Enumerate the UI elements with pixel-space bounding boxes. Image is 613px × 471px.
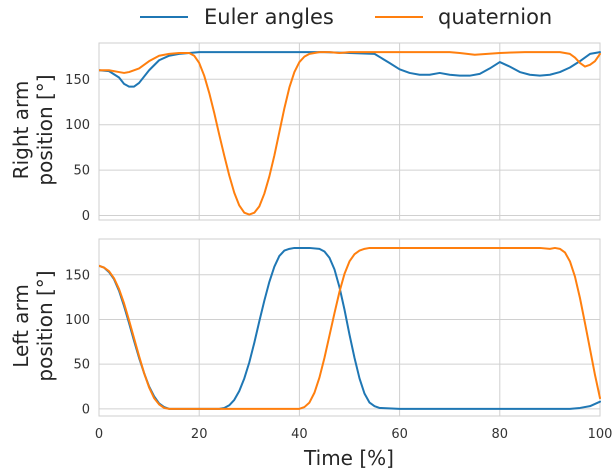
- left-arm-xtick-label: 20: [191, 427, 208, 442]
- right-arm-axes-frame: [98, 42, 601, 221]
- x-axis-label: Time [%]: [303, 446, 394, 470]
- left-arm-ytick-label: 150: [65, 268, 90, 283]
- left-arm-axes-frame: [98, 238, 601, 417]
- left-arm-subplot: 0 50 100 150 0 20 40 60 80 100: [65, 238, 613, 442]
- right-arm-series-euler-angles: [99, 51, 601, 88]
- left-arm-xtick-label: 0: [95, 427, 103, 442]
- right-arm-ylabel-line1: Right arm: [9, 81, 33, 180]
- right-arm-ytick-label: 100: [65, 118, 90, 133]
- legend-label-euler: Euler angles: [204, 5, 334, 29]
- right-arm-ytick-label: 0: [82, 209, 90, 224]
- left-arm-ytick-label: 100: [65, 313, 90, 328]
- right-arm-ytick-label: 50: [73, 164, 90, 179]
- left-arm-xtick-label: 40: [291, 427, 308, 442]
- right-arm-ytick-label: 150: [65, 73, 90, 88]
- right-arm-ylabel-line2: position [°]: [33, 74, 57, 185]
- left-arm-xtick-label: 60: [391, 427, 408, 442]
- left-arm-xtick-label: 100: [588, 427, 613, 442]
- left-arm-ytick-label: 50: [73, 358, 90, 373]
- legend-label-quaternion: quaternion: [438, 5, 552, 29]
- right-arm-series-quaternion: [99, 51, 601, 216]
- left-arm-ylabel-line1: Left arm: [9, 284, 33, 368]
- right-arm-subplot: 0 50 100 150: [65, 42, 601, 224]
- left-arm-xtick-label: 80: [492, 427, 509, 442]
- left-arm-series-quaternion: [99, 246, 601, 410]
- left-arm-series-euler-angles: [99, 246, 601, 410]
- legend: Euler angles quaternion: [140, 5, 552, 29]
- left-arm-ylabel-line2: position [°]: [33, 270, 57, 381]
- left-arm-ytick-label: 0: [82, 402, 90, 417]
